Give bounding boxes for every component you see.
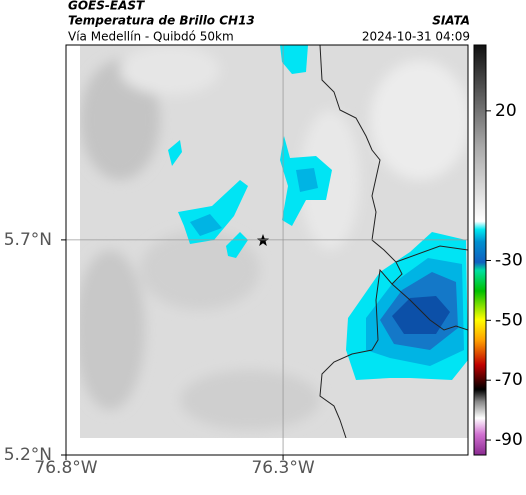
y-tick-label: 5.7°N [4,230,52,250]
colorbar [473,44,487,456]
y-tick-label: 5.2°N [4,445,52,465]
agency: GOES-EAST [68,0,145,13]
source: SIATA [432,14,470,28]
colorbar-label: 20 [495,101,517,121]
colorbar-label: -90 [495,430,523,450]
title: Temperatura de Brillo CH13 [68,14,255,28]
colorbar-label: -30 [495,250,523,270]
timestamp: 2024-10-31 04:09 [362,30,470,44]
x-tick-label: 76.8°W [34,458,97,478]
satellite-image [80,45,468,438]
map-frame [65,44,469,456]
x-tick-label: 76.3°W [251,458,314,478]
colorbar-label: -50 [495,310,523,330]
colorbar-label: -70 [495,370,523,390]
subtitle: Vía Medellín - Quibdó 50km [68,30,234,44]
